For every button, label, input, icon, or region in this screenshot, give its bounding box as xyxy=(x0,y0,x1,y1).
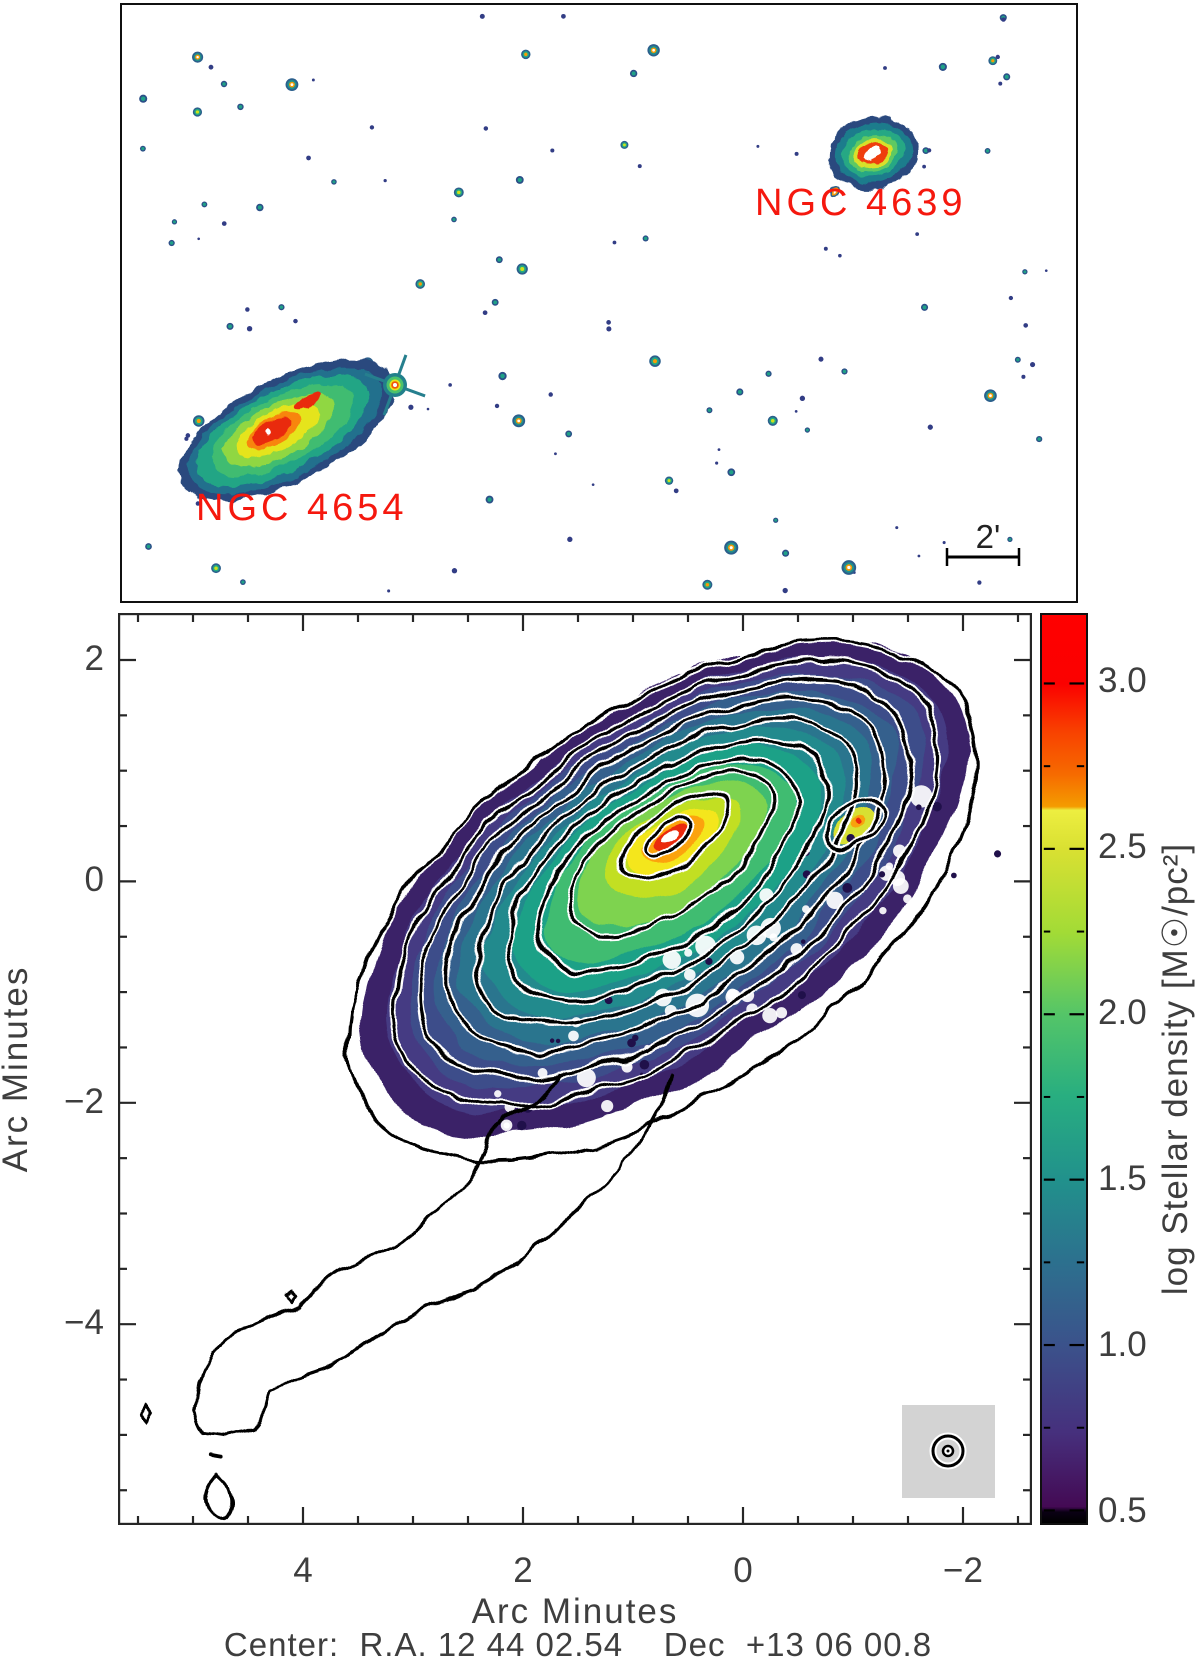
stellar-contours xyxy=(344,639,981,1164)
colorbar-title: log Stellar density [M☉/pc²] xyxy=(1156,842,1195,1296)
y-axis-title: Arc Minutes xyxy=(0,965,35,1173)
x-tick-label: 4 xyxy=(293,1551,313,1590)
colorbar-tick-label: 0.5 xyxy=(1098,1491,1147,1531)
tidal-tail-contour xyxy=(138,1073,674,1519)
y-tick-label: 0 xyxy=(84,860,104,900)
galaxy-ngc4654 xyxy=(179,359,395,501)
colorbar-tick-label: 1.0 xyxy=(1098,1325,1147,1365)
galaxy-ngc4639 xyxy=(828,116,918,197)
colorbar-ticks xyxy=(1043,682,1085,1512)
center-coordinates-caption: Center: R.A. 12 44 02.54 Dec +13 06 00.8 xyxy=(223,1626,933,1661)
x-tick-label: 2 xyxy=(513,1551,533,1590)
y-tick-label: −2 xyxy=(64,1081,104,1121)
y-tick-label: −4 xyxy=(64,1303,104,1343)
colorbar-tick-label: 2.5 xyxy=(1098,826,1147,866)
finder-sky-image: NGC 4639 NGC 4654 2' xyxy=(139,13,1048,594)
plot-frame xyxy=(118,613,1032,1525)
finder-panel: NGC 4639 NGC 4654 2' xyxy=(120,3,1078,603)
x-tick-label: 0 xyxy=(733,1551,753,1590)
beam-indicator xyxy=(902,1405,995,1498)
scalebar: 2' xyxy=(945,518,1021,566)
density-map-panel xyxy=(118,613,1032,1525)
x-axis-title: Arc Minutes xyxy=(471,1592,679,1631)
scalebar-label: 2' xyxy=(976,518,1001,555)
colorbar-tick-label: 3.0 xyxy=(1098,660,1147,700)
y-tick-label: 2 xyxy=(84,639,104,678)
colorbar xyxy=(1040,613,1088,1525)
galaxy-label-ngc4654: NGC 4654 xyxy=(196,487,408,529)
x-tick-label: −2 xyxy=(943,1551,983,1590)
star-field xyxy=(139,13,1048,594)
density-map xyxy=(118,613,1032,1525)
galaxy-label-ngc4639: NGC 4639 xyxy=(755,182,967,224)
colorbar-tick-label: 2.0 xyxy=(1098,993,1147,1032)
colorbar-tick-label: 1.5 xyxy=(1098,1159,1147,1199)
foreground-star xyxy=(364,354,426,416)
